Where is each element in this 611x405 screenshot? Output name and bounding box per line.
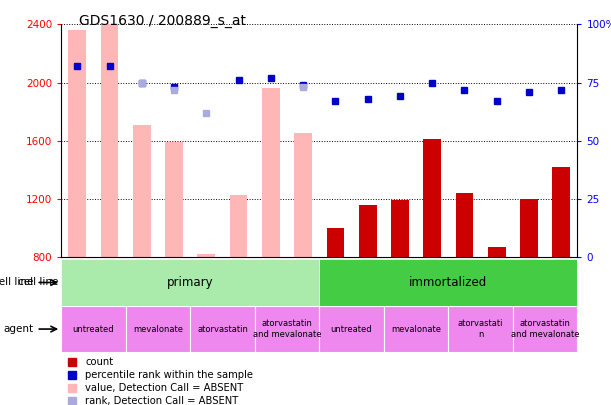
Bar	[520, 199, 538, 257]
Bar	[61, 259, 320, 306]
Bar	[262, 88, 280, 257]
Bar	[190, 306, 255, 352]
Bar	[488, 247, 505, 257]
Bar	[448, 306, 513, 352]
Bar	[384, 306, 448, 352]
Text: count: count	[85, 357, 113, 367]
Bar	[295, 134, 312, 257]
Bar	[255, 306, 319, 352]
Bar	[101, 24, 119, 257]
Text: immortalized: immortalized	[409, 276, 488, 289]
Bar	[197, 254, 215, 257]
Bar	[391, 200, 409, 257]
Bar	[552, 167, 570, 257]
Bar	[230, 194, 247, 257]
Bar	[320, 306, 384, 352]
Bar	[423, 139, 441, 257]
Text: percentile rank within the sample: percentile rank within the sample	[85, 370, 253, 380]
Bar	[165, 142, 183, 257]
Bar	[513, 306, 577, 352]
Bar	[68, 30, 86, 257]
Text: untreated: untreated	[73, 324, 114, 334]
Bar	[61, 306, 126, 352]
Bar	[126, 306, 190, 352]
Text: atorvastatin: atorvastatin	[197, 324, 248, 334]
Text: primary: primary	[167, 276, 213, 289]
Text: value, Detection Call = ABSENT: value, Detection Call = ABSENT	[85, 383, 243, 393]
Bar	[320, 259, 577, 306]
Bar	[359, 205, 376, 257]
Text: untreated: untreated	[331, 324, 372, 334]
Text: mevalonate: mevalonate	[391, 324, 441, 334]
Text: GDS1630 / 200889_s_at: GDS1630 / 200889_s_at	[79, 14, 246, 28]
Text: mevalonate: mevalonate	[133, 324, 183, 334]
Text: atorvastatin
and mevalonate: atorvastatin and mevalonate	[511, 320, 579, 339]
Bar	[133, 125, 151, 257]
Text: atorvastati
n: atorvastati n	[458, 320, 503, 339]
Bar	[456, 193, 474, 257]
Text: atorvastatin
and mevalonate: atorvastatin and mevalonate	[253, 320, 321, 339]
Text: cell line: cell line	[0, 277, 34, 288]
Text: agent: agent	[4, 324, 34, 334]
Text: rank, Detection Call = ABSENT: rank, Detection Call = ABSENT	[85, 396, 238, 405]
Bar	[326, 228, 344, 257]
Text: cell line: cell line	[18, 277, 58, 288]
